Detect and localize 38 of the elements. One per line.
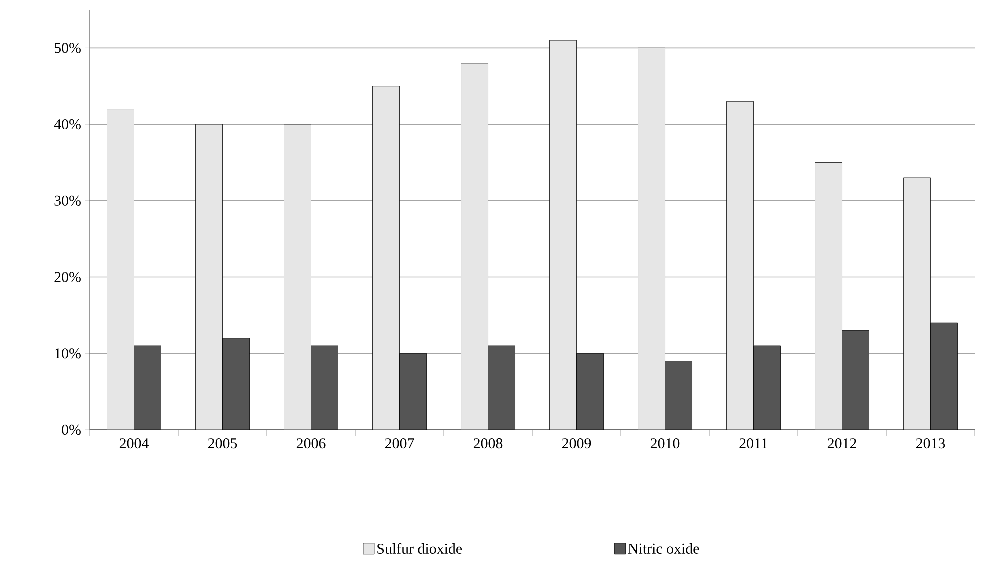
bar <box>284 124 312 430</box>
y-tick-label: 40% <box>54 119 81 130</box>
x-tick-label: 2007 <box>385 438 414 449</box>
bar <box>904 178 931 430</box>
x-tick-label: 2012 <box>828 438 856 449</box>
bar <box>726 102 754 430</box>
bar <box>842 330 870 430</box>
bar <box>665 361 692 430</box>
x-tick-label: 2008 <box>474 438 503 449</box>
bar <box>400 354 427 430</box>
y-tick-label: 30% <box>54 196 81 206</box>
bar <box>222 338 250 430</box>
bar <box>461 63 488 430</box>
bar <box>754 346 781 430</box>
y-tick-label: 10% <box>55 348 81 359</box>
y-tick-label: 20% <box>54 272 81 282</box>
bar <box>311 346 338 430</box>
bar <box>107 109 134 430</box>
legend-label: Nitric oxide <box>628 543 700 554</box>
x-tick-label: 2010 <box>650 438 680 449</box>
bar <box>930 322 958 430</box>
x-tick-label: 2013 <box>916 438 946 449</box>
bar <box>576 354 604 430</box>
y-tick-label: 50% <box>54 43 81 54</box>
x-tick-label: 2006 <box>296 438 326 449</box>
bar <box>372 86 400 430</box>
bar <box>488 346 516 430</box>
x-tick-label: 2004 <box>120 438 149 449</box>
x-tick-label: 2011 <box>740 438 768 449</box>
y-tick-label: 0% <box>62 424 81 436</box>
bar <box>815 162 842 430</box>
bar <box>550 40 577 430</box>
bar <box>638 48 666 430</box>
bar <box>134 346 162 430</box>
legend-label: Sulfur dioxide <box>378 543 462 554</box>
x-tick-label: 2005 <box>208 438 238 449</box>
bar <box>196 124 223 430</box>
x-tick-label: 2009 <box>562 438 592 449</box>
